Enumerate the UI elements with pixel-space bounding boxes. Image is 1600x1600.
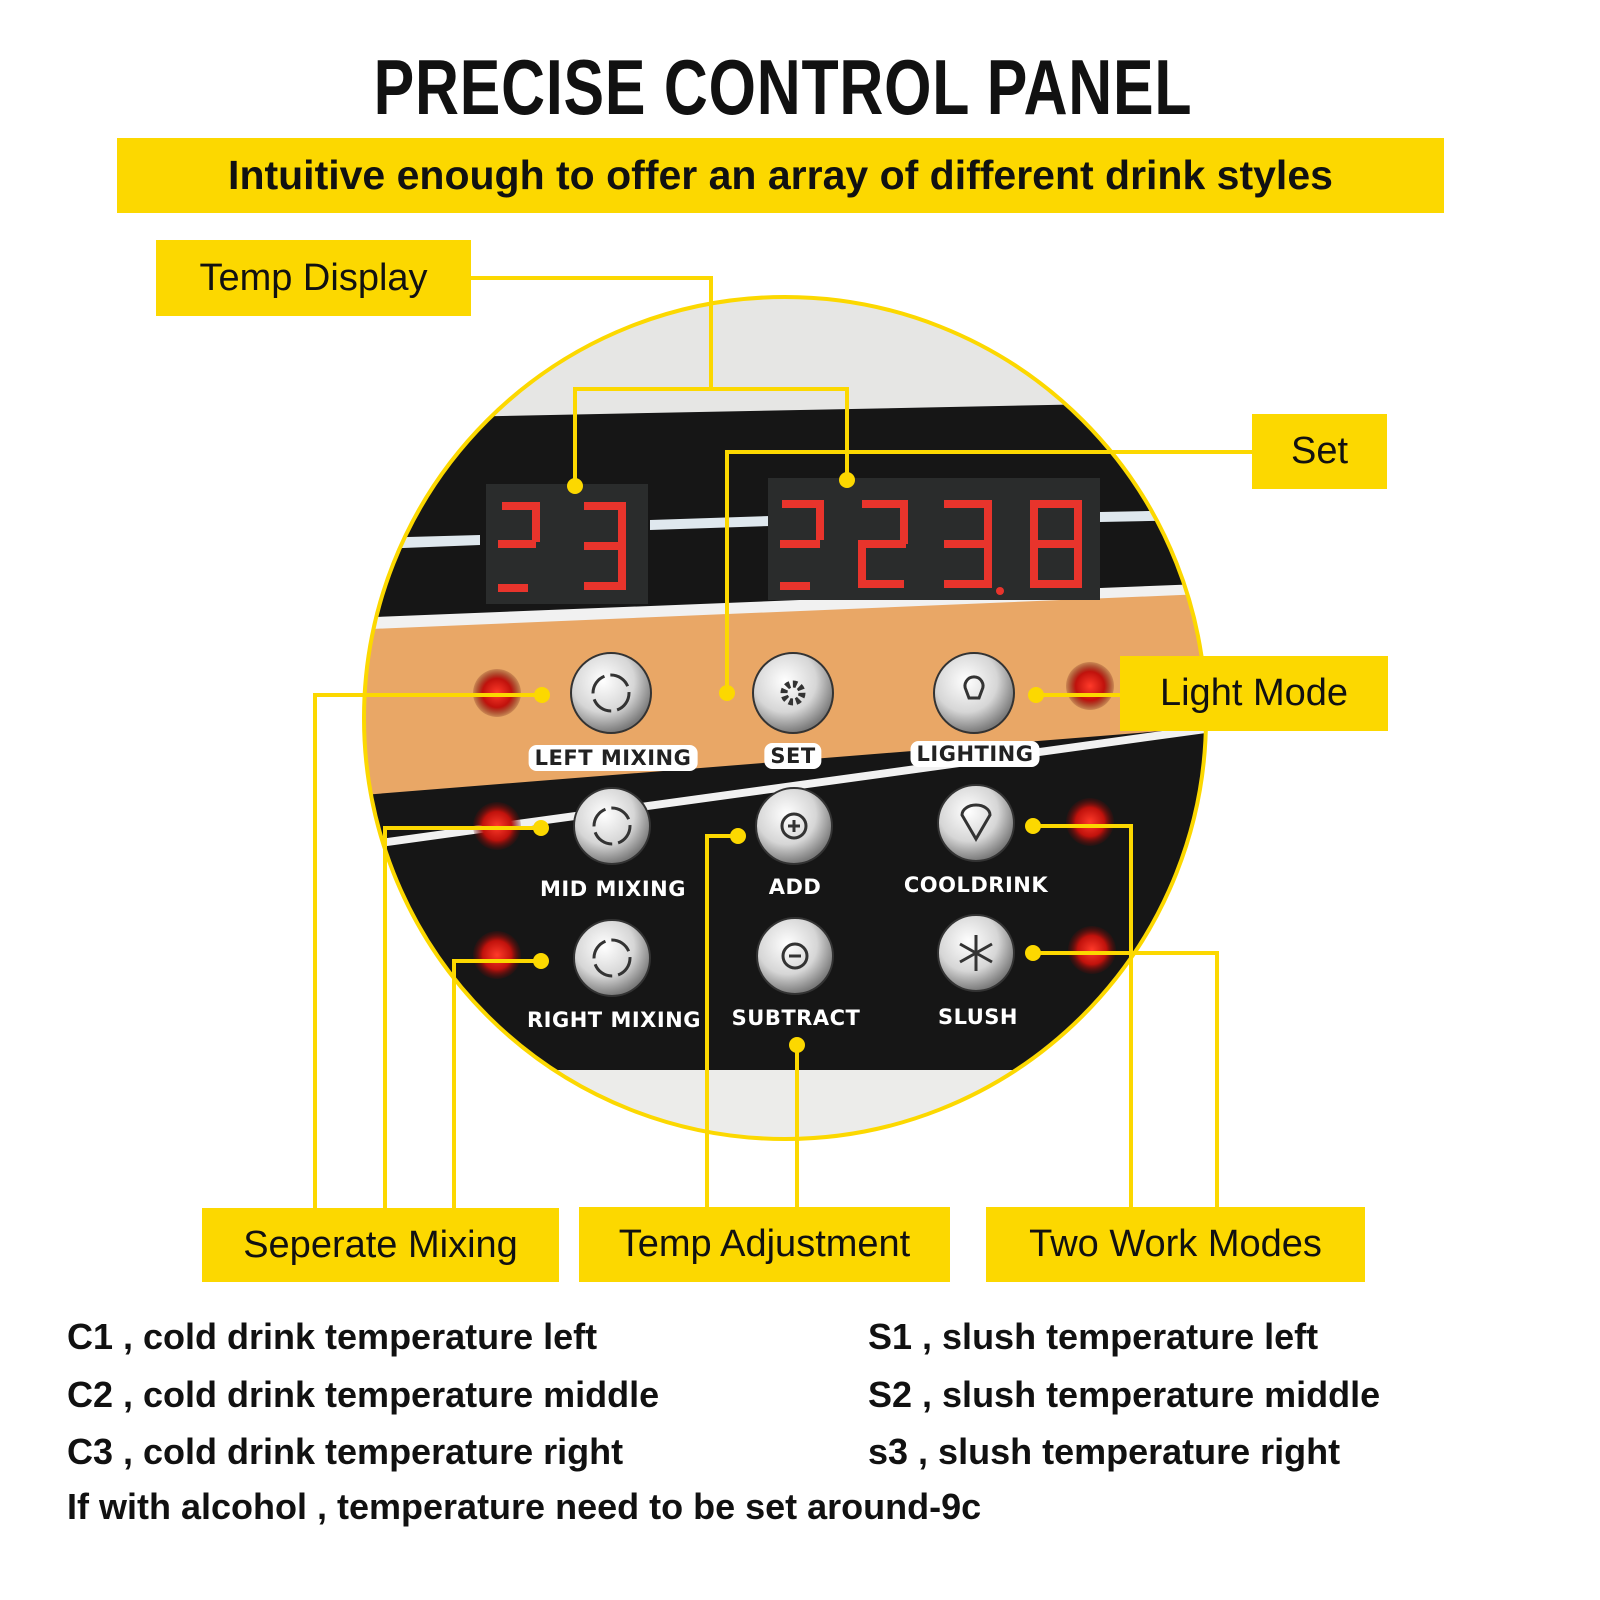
callout-set: Set <box>1252 414 1387 489</box>
minus-icon <box>781 942 809 970</box>
button-label-cooldrink: COOLDRINK <box>903 873 1049 897</box>
subtitle-banner: Intuitive enough to offer an array of di… <box>117 138 1444 213</box>
ice-cream-icon <box>960 803 992 842</box>
note-alcohol: If with alcohol , temperature need to be… <box>67 1486 982 1527</box>
note-c1: C1 , cold drink temperature left <box>67 1316 598 1357</box>
button-label-right-mixing: RIGHT MIXING <box>527 1008 701 1032</box>
note-c2: C2 , cold drink temperature middle <box>67 1374 660 1415</box>
note-s3: s3 , slush temperature right <box>868 1431 1341 1472</box>
rotate-arrows-icon <box>591 673 631 713</box>
panel-photo <box>364 297 1206 1139</box>
callout-two-work-modes: Two Work Modes <box>986 1207 1365 1282</box>
callout-light-mode: Light Mode <box>1120 656 1388 731</box>
button-label-lighting: LIGHTING <box>910 741 1040 767</box>
callout-lines <box>313 276 1252 1208</box>
callout-temp-adjustment: Temp Adjustment <box>579 1207 950 1282</box>
gear-icon <box>780 680 806 706</box>
callout-temp-display: Temp Display <box>156 240 471 316</box>
rotate-arrows-icon <box>592 938 632 978</box>
button-label-subtract: SUBTRACT <box>731 1006 861 1030</box>
plus-icon <box>780 812 808 840</box>
callout-dots <box>533 472 1044 1053</box>
button-label-set: SET <box>764 743 822 769</box>
indicator-leds <box>473 662 1116 979</box>
button-label-slush: SLUSH <box>937 1005 1019 1029</box>
page-title: PRECISE CONTROL PANEL <box>373 43 1193 131</box>
note-s2: S2 , slush temperature middle <box>868 1374 1381 1415</box>
lightbulb-icon <box>963 675 985 700</box>
button-label-left-mixing: LEFT MIXING <box>528 745 698 771</box>
callout-separate-mixing: Seperate Mixing <box>202 1208 559 1282</box>
rotate-arrows-icon <box>592 806 632 846</box>
button-label-mid-mixing: MID MIXING <box>540 877 686 901</box>
button-label-add: ADD <box>768 875 822 899</box>
note-s1: S1 , slush temperature left <box>868 1316 1319 1357</box>
note-c3: C3 , cold drink temperature right <box>67 1431 624 1472</box>
snowflake-icon <box>959 935 993 971</box>
